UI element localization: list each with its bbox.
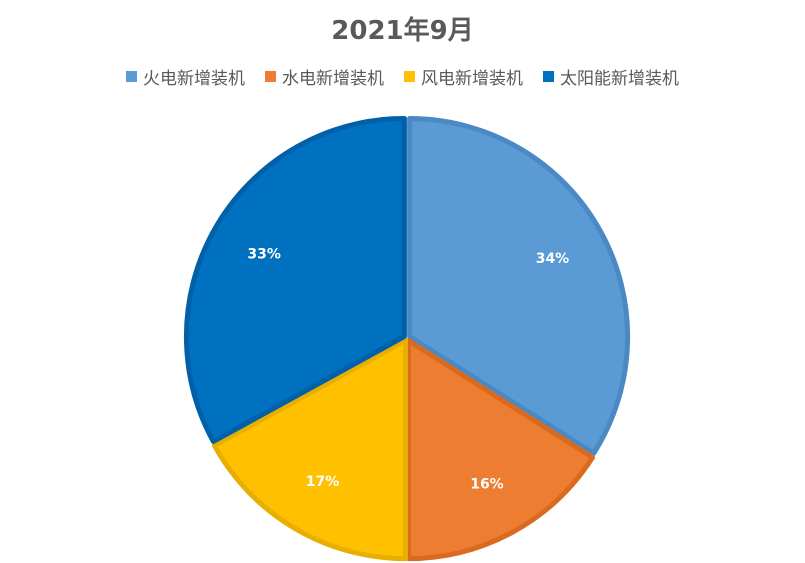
legend-item: 火电新增装机 [126, 64, 245, 89]
legend-swatch [265, 71, 276, 82]
pie-slice [211, 338, 408, 562]
slice-data-label: 34% [536, 251, 570, 267]
legend-label: 火电新增装机 [143, 69, 245, 89]
legend-item: 太阳能新增装机 [543, 64, 679, 89]
pie-slice [183, 115, 407, 444]
legend-label: 水电新增装机 [282, 69, 384, 89]
slice-data-label: 33% [247, 246, 281, 262]
legend-item: 风电新增装机 [404, 64, 523, 89]
legend-swatch [543, 71, 554, 82]
legend-label: 风电新增装机 [421, 69, 523, 89]
legend-swatch [126, 71, 137, 82]
legend-swatch [404, 71, 415, 82]
pie-slice [407, 116, 631, 456]
slice-data-label: 16% [470, 476, 504, 492]
pie-slice [405, 338, 596, 562]
chart-title: 2021年9月 [331, 16, 474, 46]
chart-legend: 火电新增装机 水电新增装机 风电新增装机 太阳能新增装机 [0, 64, 805, 89]
legend-item: 水电新增装机 [265, 64, 384, 89]
legend-label: 太阳能新增装机 [560, 69, 679, 89]
slice-data-label: 17% [306, 474, 340, 490]
